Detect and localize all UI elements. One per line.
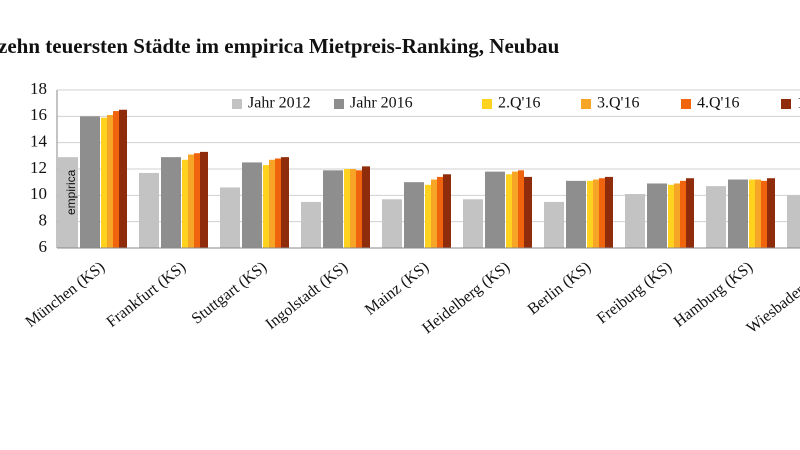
legend-swatch [581, 99, 591, 109]
bar [767, 178, 775, 248]
x-tick-label: Hamburg (KS) [671, 259, 757, 331]
legend-label: 1 [797, 95, 800, 112]
bar [755, 179, 761, 248]
y-tick-label: 8 [39, 211, 48, 230]
legend-label: Jahr 2012 [248, 95, 311, 112]
bar [344, 169, 350, 248]
bar [787, 195, 800, 248]
bar [80, 116, 100, 248]
bar [674, 183, 680, 248]
bar [404, 182, 424, 248]
legend-label: 4.Q'16 [697, 95, 739, 112]
x-tick-label: Ingolstadt (KS) [263, 259, 352, 333]
x-tick-label: Freiburg (KS) [594, 259, 675, 328]
legend-swatch [781, 99, 791, 109]
bar [281, 157, 289, 248]
bar [275, 158, 281, 248]
bar [443, 174, 451, 248]
legend-swatch [232, 99, 242, 109]
x-tick-label: Frankfurt (KS) [103, 259, 189, 331]
bar [107, 115, 113, 249]
chart-title: zehn teuersten Städte im empirica Mietpr… [0, 34, 560, 58]
bar [437, 176, 443, 248]
bar [269, 159, 275, 248]
legend-label: 2.Q'16 [498, 95, 540, 112]
bar [587, 180, 593, 248]
legend-label: 3.Q'16 [597, 95, 639, 112]
bar [425, 184, 431, 248]
bar [182, 159, 188, 248]
bar [593, 179, 599, 248]
bar [119, 109, 127, 248]
bar [188, 154, 194, 248]
x-tick-label: Mainz (KS) [362, 259, 432, 319]
bar [220, 187, 240, 248]
bar [431, 179, 437, 248]
bar [263, 165, 269, 248]
y-tick-label: 10 [30, 184, 47, 203]
bar [161, 157, 181, 248]
bar [524, 176, 532, 248]
bar [362, 166, 370, 248]
x-tick-label: München (KS) [22, 259, 108, 331]
bar [356, 170, 362, 248]
bar [680, 180, 686, 248]
x-tick-label: Berlin (KS) [525, 259, 595, 319]
y-tick-label: 18 [30, 79, 47, 98]
bar [512, 171, 518, 248]
legend-swatch [681, 99, 691, 109]
y-tick-label: 14 [30, 132, 48, 151]
legend-swatch [482, 99, 492, 109]
bar [323, 170, 343, 248]
bar [200, 151, 208, 248]
bar [686, 178, 694, 248]
bar [139, 172, 159, 248]
bar [566, 180, 586, 248]
bar [506, 174, 512, 248]
bar [350, 169, 356, 248]
legend-swatch [334, 99, 344, 109]
bar [544, 201, 564, 248]
bar [625, 194, 645, 248]
y-tick-label: 12 [30, 158, 47, 177]
bar [382, 199, 402, 248]
bar [761, 180, 767, 248]
bar [518, 170, 524, 248]
bar [113, 111, 119, 248]
bar [668, 184, 674, 248]
bar [101, 117, 107, 249]
bar [605, 176, 613, 248]
bar [647, 183, 667, 248]
legend-box [226, 93, 800, 115]
y-tick-label: 16 [30, 105, 47, 124]
bar [599, 178, 605, 248]
bar [706, 186, 726, 248]
bar [194, 153, 200, 248]
y-tick-label: 6 [39, 237, 48, 256]
bar [301, 201, 321, 248]
legend-label: Jahr 2016 [350, 95, 413, 112]
bar [242, 162, 262, 248]
bar [728, 179, 748, 248]
bar [58, 157, 78, 248]
bar [749, 179, 755, 248]
bar [463, 199, 483, 248]
watermark: empirica [64, 169, 78, 215]
x-tick-label: Heidelberg (KS) [419, 259, 513, 338]
bar [485, 171, 505, 248]
x-tick-label: Stuttgart (KS) [189, 259, 271, 328]
